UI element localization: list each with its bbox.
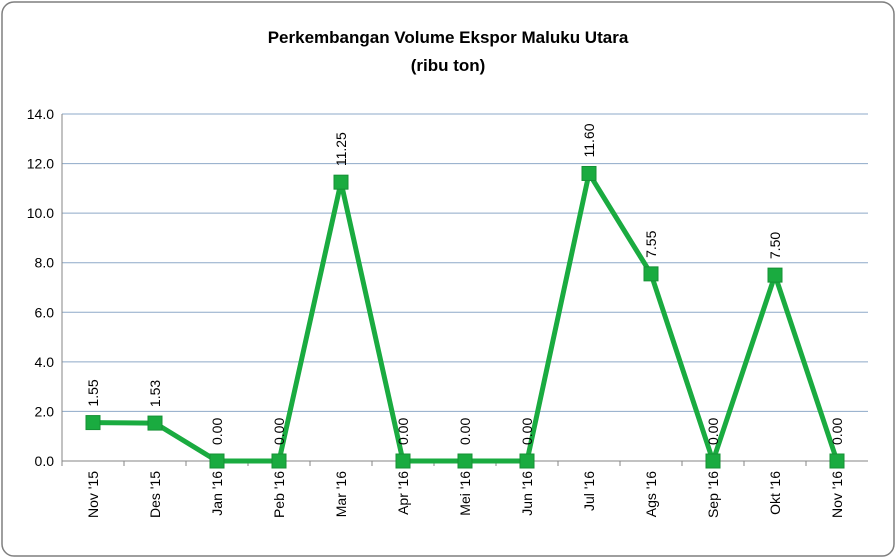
data-marker (395, 453, 411, 469)
y-tick-label: 6.0 (35, 304, 55, 320)
data-marker (705, 453, 721, 469)
data-marker (85, 415, 101, 431)
data-marker (581, 165, 597, 181)
data-label: 7.55 (643, 230, 659, 257)
data-marker (209, 453, 225, 469)
data-label: 11.25 (333, 132, 349, 166)
x-tick-label: Okt '16 (767, 471, 783, 515)
data-marker (829, 453, 845, 469)
x-tick-label: Apr '16 (395, 471, 411, 515)
x-tick-label: Sep '16 (705, 471, 721, 518)
x-tick-label: Nov '15 (85, 471, 101, 518)
x-tick-label: Peb '16 (271, 471, 287, 518)
y-tick-label: 10.0 (27, 205, 54, 221)
data-label: 0.00 (519, 418, 535, 445)
x-tick-label: Ags '16 (643, 471, 659, 517)
x-tick-label: Nov '16 (829, 471, 845, 518)
x-tick-label: Mei '16 (457, 471, 473, 516)
data-marker (333, 174, 349, 190)
y-tick-label: 0.0 (35, 453, 55, 469)
data-marker (519, 453, 535, 469)
data-label: 0.00 (209, 418, 225, 445)
data-label: 7.50 (767, 232, 783, 259)
data-label: 0.00 (705, 418, 721, 445)
x-tick-label: Des '15 (147, 471, 163, 518)
data-label: 0.00 (829, 418, 845, 445)
chart-title: Perkembangan Volume Ekspor Maluku Utara (268, 28, 629, 47)
data-marker (643, 266, 659, 282)
data-marker (271, 453, 287, 469)
data-label: 1.55 (85, 379, 101, 406)
data-label: 0.00 (395, 418, 411, 445)
y-tick-label: 2.0 (35, 403, 55, 419)
y-tick-label: 12.0 (27, 156, 54, 172)
data-label: 0.00 (457, 418, 473, 445)
y-tick-label: 14.0 (27, 106, 54, 122)
data-label: 1.53 (147, 380, 163, 407)
x-tick-label: Jul '16 (581, 471, 597, 511)
x-tick-label: Mar '16 (333, 471, 349, 517)
y-tick-label: 4.0 (35, 354, 55, 370)
data-marker (147, 415, 163, 431)
data-marker (767, 267, 783, 283)
y-tick-label: 8.0 (35, 255, 55, 271)
data-label: 11.60 (581, 123, 597, 157)
data-label: 0.00 (271, 418, 287, 445)
x-tick-label: Jan '16 (209, 471, 225, 516)
chart-subtitle: (ribu ton) (411, 56, 486, 75)
data-marker (457, 453, 473, 469)
x-tick-label: Jun '16 (519, 471, 535, 516)
